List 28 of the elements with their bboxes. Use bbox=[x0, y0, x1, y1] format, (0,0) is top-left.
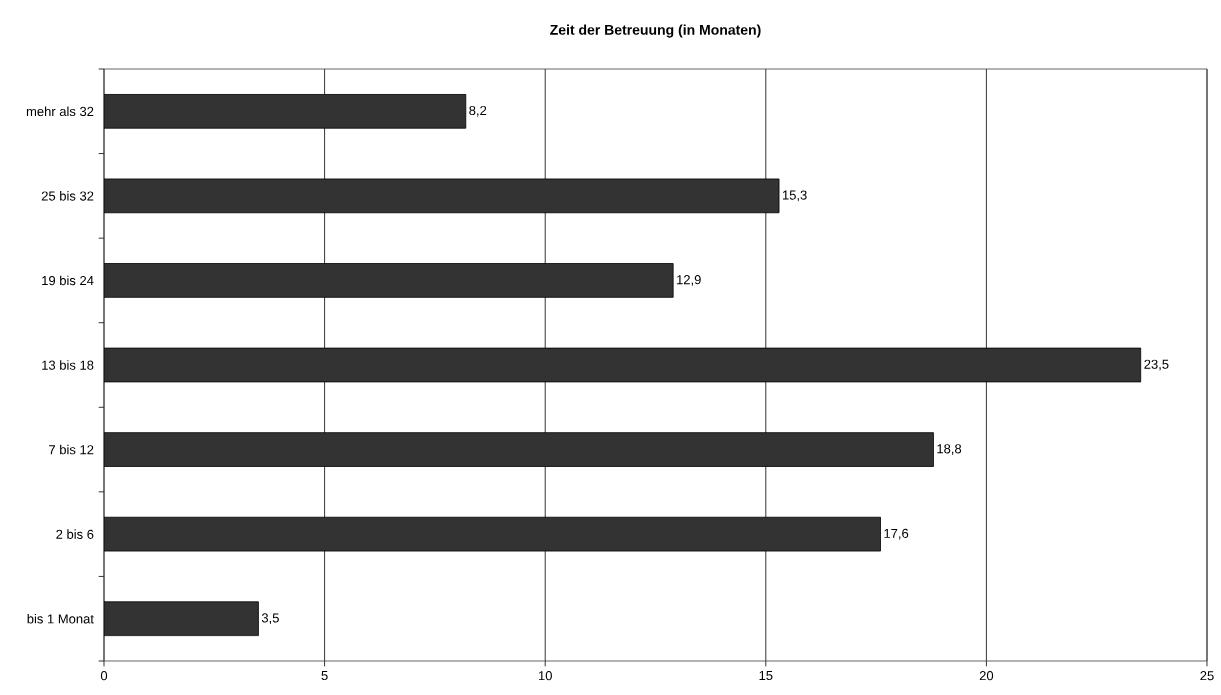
x-tick-label: 5 bbox=[321, 671, 328, 681]
bar bbox=[104, 432, 934, 467]
y-tick-label: bis 1 Monat bbox=[27, 613, 94, 624]
y-tick-label: 19 bis 24 bbox=[42, 275, 94, 286]
data-label: 8,2 bbox=[469, 105, 487, 117]
data-label: 3,5 bbox=[261, 613, 279, 625]
x-tick-label: 0 bbox=[100, 671, 108, 681]
bar bbox=[104, 263, 674, 298]
chart-title: Zeit der Betreuung (in Monaten) bbox=[550, 24, 761, 38]
y-tick-label: 25 bis 32 bbox=[41, 191, 94, 201]
x-tick-label: 20 bbox=[979, 671, 994, 681]
bar bbox=[104, 347, 1142, 383]
x-tick-label: 25 bbox=[1200, 671, 1214, 681]
bar bbox=[104, 601, 259, 637]
y-tick-label: 7 bis 12 bbox=[49, 444, 94, 455]
bar bbox=[104, 178, 780, 214]
x-tick-label: 10 bbox=[538, 671, 552, 681]
y-tick-label: 13 bis 18 bbox=[42, 360, 94, 370]
y-tick-label: 2 bis 6 bbox=[56, 529, 94, 539]
x-tick-label: 15 bbox=[759, 671, 773, 681]
bar bbox=[104, 93, 467, 129]
data-label: 17,6 bbox=[884, 528, 909, 540]
data-label: 18,8 bbox=[937, 444, 962, 455]
data-label: 23,5 bbox=[1144, 359, 1169, 371]
y-tick-label: mehr als 32 bbox=[26, 106, 94, 117]
data-label: 15,3 bbox=[782, 190, 807, 202]
bar bbox=[104, 516, 881, 552]
data-label: 12,9 bbox=[677, 275, 701, 286]
